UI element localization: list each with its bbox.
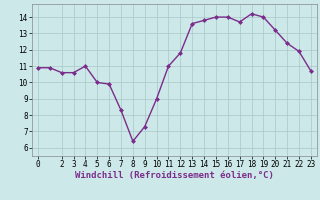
X-axis label: Windchill (Refroidissement éolien,°C): Windchill (Refroidissement éolien,°C): [75, 171, 274, 180]
